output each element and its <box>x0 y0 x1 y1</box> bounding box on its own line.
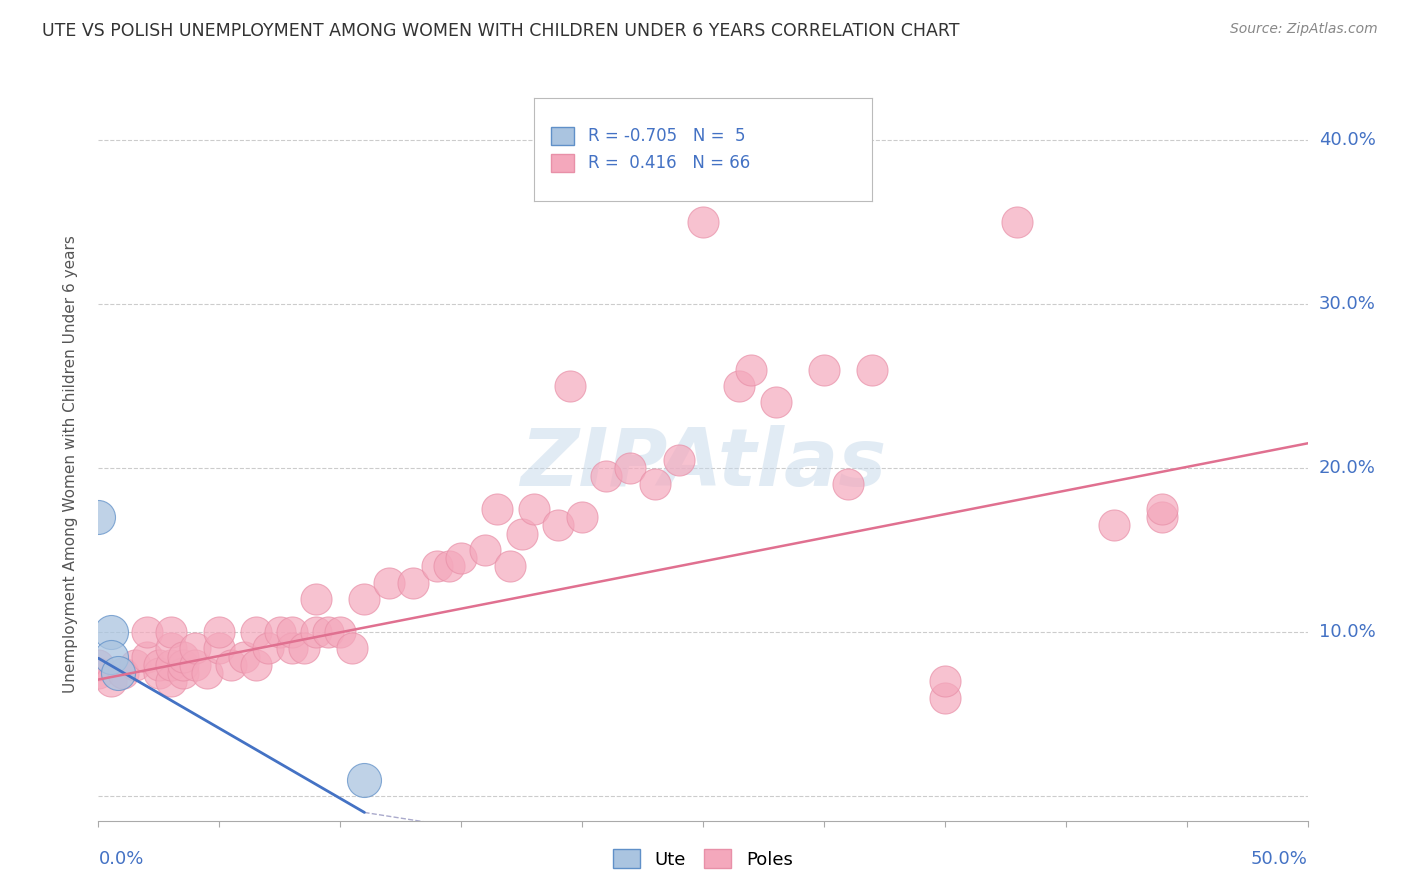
Text: 40.0%: 40.0% <box>1319 131 1375 149</box>
Point <box>100 625 122 640</box>
Point <box>474 543 496 558</box>
Text: Source: ZipAtlas.com: Source: ZipAtlas.com <box>1230 22 1378 37</box>
Y-axis label: Unemployment Among Women with Children Under 6 years: Unemployment Among Women with Children U… <box>63 235 77 693</box>
Point <box>1102 518 1125 533</box>
Point <box>486 502 509 516</box>
Text: ZIPAtlas: ZIPAtlas <box>520 425 886 503</box>
Point <box>87 657 110 672</box>
Point <box>740 362 762 376</box>
Point <box>813 362 835 376</box>
Point <box>377 575 399 590</box>
Text: 30.0%: 30.0% <box>1319 295 1375 313</box>
Point <box>342 641 364 656</box>
Point <box>305 625 328 640</box>
Text: 0.0%: 0.0% <box>98 850 143 868</box>
Point <box>426 559 449 574</box>
Point <box>1007 215 1029 229</box>
Point <box>281 641 304 656</box>
Point <box>644 477 666 491</box>
Point <box>692 215 714 229</box>
Point <box>558 379 581 393</box>
Legend: R = -0.705   N =  5, R =  0.416   N = 66: R = -0.705 N = 5, R = 0.416 N = 66 <box>543 119 758 180</box>
Point <box>292 641 315 656</box>
Point <box>402 575 425 590</box>
Point <box>765 395 787 409</box>
Point <box>547 518 569 533</box>
Point <box>245 625 267 640</box>
Point <box>208 625 231 640</box>
Point <box>148 657 170 672</box>
Point <box>934 690 956 705</box>
Point <box>111 665 134 680</box>
Point <box>316 625 339 640</box>
Point <box>860 362 883 376</box>
Point <box>232 649 254 664</box>
Point <box>208 641 231 656</box>
Text: 50.0%: 50.0% <box>1251 850 1308 868</box>
Point <box>269 625 291 640</box>
Point <box>281 625 304 640</box>
Point <box>498 559 520 574</box>
Point <box>450 551 472 566</box>
Point <box>184 641 207 656</box>
Point <box>837 477 859 491</box>
Legend: Ute, Poles: Ute, Poles <box>606 841 800 876</box>
Point <box>934 674 956 689</box>
Text: 10.0%: 10.0% <box>1319 623 1375 641</box>
Point <box>100 674 122 689</box>
Point <box>305 592 328 607</box>
Point <box>148 665 170 680</box>
Point <box>100 649 122 664</box>
Point <box>87 510 110 524</box>
Point <box>353 772 375 787</box>
Point <box>184 657 207 672</box>
Text: 20.0%: 20.0% <box>1319 459 1375 477</box>
Point <box>172 657 194 672</box>
Point <box>437 559 460 574</box>
Point <box>160 674 183 689</box>
Point <box>329 625 352 640</box>
Point <box>160 625 183 640</box>
Point <box>668 452 690 467</box>
Text: UTE VS POLISH UNEMPLOYMENT AMONG WOMEN WITH CHILDREN UNDER 6 YEARS CORRELATION C: UTE VS POLISH UNEMPLOYMENT AMONG WOMEN W… <box>42 22 960 40</box>
Point <box>256 641 278 656</box>
Point <box>160 641 183 656</box>
Point <box>160 657 183 672</box>
Point <box>124 657 146 672</box>
Point <box>619 461 641 475</box>
Point <box>245 657 267 672</box>
Point <box>87 665 110 680</box>
Point <box>510 526 533 541</box>
Point <box>571 510 593 524</box>
Point <box>1152 502 1174 516</box>
Point <box>728 379 751 393</box>
Point <box>135 625 157 640</box>
Point <box>135 649 157 664</box>
Point <box>595 469 617 483</box>
Point <box>1152 510 1174 524</box>
Point <box>195 665 218 680</box>
Point <box>353 592 375 607</box>
Point <box>107 665 129 680</box>
Point <box>523 502 546 516</box>
Point <box>172 649 194 664</box>
Point <box>221 657 243 672</box>
Point <box>172 665 194 680</box>
